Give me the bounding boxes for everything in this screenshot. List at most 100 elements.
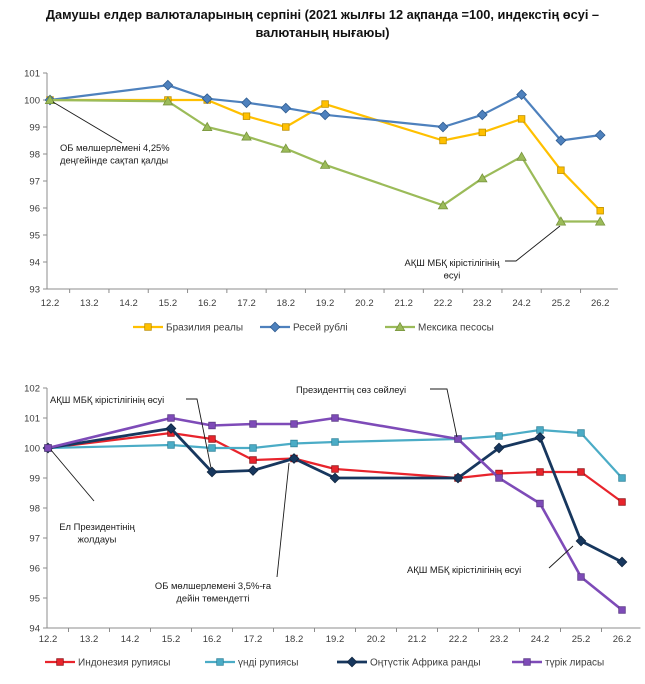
series-marker-brazilian-real bbox=[596, 206, 604, 215]
x-tick-label: 25.2 bbox=[552, 298, 571, 309]
series-marker-brazilian-real bbox=[478, 128, 486, 137]
series-russian-ruble bbox=[44, 79, 606, 146]
series-marker-mexican-peso bbox=[280, 143, 292, 153]
annotation-connector bbox=[52, 101, 123, 144]
series-marker-brazilian-real bbox=[439, 136, 447, 145]
series-marker-turkish-lira bbox=[331, 414, 339, 422]
series-marker-indonesian-rupiah bbox=[208, 435, 216, 443]
series-marker-turkish-lira bbox=[290, 420, 298, 428]
x-tick-label: 15.2 bbox=[162, 634, 181, 645]
legend-label: Мексика песосы bbox=[418, 323, 494, 334]
y-tick-label: 97 bbox=[29, 177, 40, 188]
legend-label: Ресей рублі bbox=[293, 322, 348, 334]
y-tick-label: 95 bbox=[29, 231, 40, 242]
legend-item-mexican-peso: Мексика песосы bbox=[385, 321, 494, 334]
annotation-us-treasury-yield-rise-1: АҚШ МБҚ кірістілігінің өсуі bbox=[50, 394, 212, 469]
y-axis: 93 94 95 96 97 98 99 100 101 bbox=[24, 69, 48, 296]
series-marker-mexican-peso bbox=[201, 121, 213, 131]
x-axis: 12.2 13.2 14.2 15.2 16.2 17.2 18.2 19.2 20.2 21.2… bbox=[39, 627, 641, 645]
x-tick-label: 24.2 bbox=[531, 634, 550, 645]
legend-item-indonesian-rupiah: Индонезия рупиясы bbox=[45, 658, 170, 669]
series-marker-mexican-peso bbox=[516, 151, 527, 161]
series-marker-mexican-peso bbox=[437, 200, 449, 210]
y-tick-label: 95 bbox=[29, 594, 40, 605]
series-marker-indian-rupee bbox=[495, 432, 503, 440]
series-marker-indonesian-rupiah bbox=[536, 468, 544, 476]
series-marker-mexican-peso bbox=[241, 131, 252, 141]
series-marker-brazilian-real bbox=[321, 100, 329, 108]
annotation-text: деңгейінде сақтап қалды bbox=[60, 154, 168, 165]
y-tick-label: 93 bbox=[29, 285, 40, 296]
legend-item-brazilian-real: Бразилия реалы bbox=[133, 323, 243, 334]
legend-marker-indonesian-rupiah bbox=[56, 658, 64, 666]
series-marker-indian-rupee bbox=[618, 474, 626, 482]
series-marker-russian-ruble bbox=[555, 135, 567, 146]
legend: Индонезия рупиясы үнді рупиясы Оңтүстік Аф… bbox=[45, 657, 604, 669]
x-tick-label: 23.2 bbox=[473, 298, 492, 309]
series-marker-south-african-rand bbox=[616, 556, 628, 568]
series-marker-south-african-rand bbox=[165, 423, 177, 434]
annotation-text: өсуі bbox=[444, 269, 461, 280]
series-marker-turkish-lira bbox=[208, 421, 216, 430]
series-marker-indian-rupee bbox=[290, 439, 298, 448]
annotation-text: ОБ мөлшерлемені 4,25% bbox=[60, 142, 170, 153]
series-marker-mexican-peso bbox=[594, 216, 606, 226]
series-marker-russian-ruble bbox=[241, 97, 252, 109]
series-marker-russian-ruble bbox=[280, 102, 292, 114]
series-marker-south-african-rand bbox=[575, 535, 587, 547]
annotation-connector bbox=[430, 388, 458, 438]
series-mexican-peso bbox=[44, 94, 606, 226]
legend-label: үнді рупиясы bbox=[238, 658, 298, 669]
x-tick-label: 25.2 bbox=[572, 634, 591, 645]
annotation-text: АҚШ МБҚ кірістілігінің өсуі bbox=[407, 564, 521, 575]
series-marker-russian-ruble bbox=[319, 109, 331, 121]
legend-item-turkish-lira: түрік лирасы bbox=[512, 658, 604, 669]
figure-title-line2: валютаның нығаюы) bbox=[255, 25, 390, 40]
annotation-connector bbox=[50, 449, 95, 502]
series-marker-turkish-lira bbox=[618, 606, 626, 614]
y-tick-label: 98 bbox=[29, 504, 40, 515]
annotation-text: ОБ мөлшерлемені 3,5%-ға bbox=[155, 580, 272, 591]
series-marker-turkish-lira bbox=[249, 420, 257, 428]
x-tick-label: 17.2 bbox=[244, 634, 263, 645]
figure-title: Дамушы елдер валюталарының серпіні (2021… bbox=[10, 6, 635, 42]
x-tick-label: 15.2 bbox=[159, 298, 178, 309]
y-tick-label: 94 bbox=[29, 258, 40, 269]
y-tick-label: 98 bbox=[29, 150, 40, 161]
y-tick-label: 102 bbox=[24, 384, 40, 395]
series-marker-mexican-peso bbox=[477, 173, 488, 183]
series-marker-indonesian-rupiah bbox=[618, 498, 626, 506]
series-marker-turkish-lira bbox=[536, 499, 544, 508]
x-tick-label: 21.2 bbox=[408, 634, 427, 645]
series-marker-turkish-lira bbox=[454, 435, 462, 443]
series-marker-south-african-rand bbox=[288, 453, 300, 464]
x-tick-label: 22.2 bbox=[449, 634, 468, 645]
x-tick-label: 20.2 bbox=[367, 634, 386, 645]
x-tick-label: 22.2 bbox=[434, 298, 453, 309]
series-marker-indian-rupee bbox=[331, 438, 339, 446]
annotation-connector bbox=[505, 225, 561, 262]
annotation-connector bbox=[548, 545, 574, 569]
series-marker-russian-ruble bbox=[476, 109, 488, 121]
y-tick-label: 96 bbox=[29, 204, 40, 215]
annotation-text: дейін төмендетті bbox=[176, 592, 249, 603]
x-tick-label: 23.2 bbox=[490, 634, 509, 645]
series-marker-mexican-peso bbox=[555, 216, 567, 226]
annotation-text: АҚШ МБҚ кірістілігінің өсуі bbox=[50, 394, 164, 405]
series-line-south-african-rand bbox=[47, 427, 623, 564]
x-tick-label: 20.2 bbox=[355, 298, 374, 309]
annotation-text: АҚШ МБҚ кірістілігінің bbox=[405, 257, 501, 268]
series-marker-south-african-rand bbox=[534, 432, 546, 443]
x-tick-label: 16.2 bbox=[203, 634, 222, 645]
y-tick-label: 96 bbox=[29, 564, 40, 575]
x-tick-label: 19.2 bbox=[326, 634, 345, 645]
y-tick-label: 100 bbox=[24, 444, 40, 455]
series-marker-brazilian-real bbox=[282, 123, 290, 131]
y-tick-label: 97 bbox=[29, 534, 40, 545]
series-marker-russian-ruble bbox=[162, 79, 174, 91]
x-tick-label: 18.2 bbox=[277, 298, 296, 309]
chart-top-brl-rub-mxn: 93 94 95 96 97 98 99 100 101 12.2 13.2 14.2 15.2 16.2… bbox=[24, 69, 618, 334]
series-marker-indonesian-rupiah bbox=[249, 456, 257, 464]
